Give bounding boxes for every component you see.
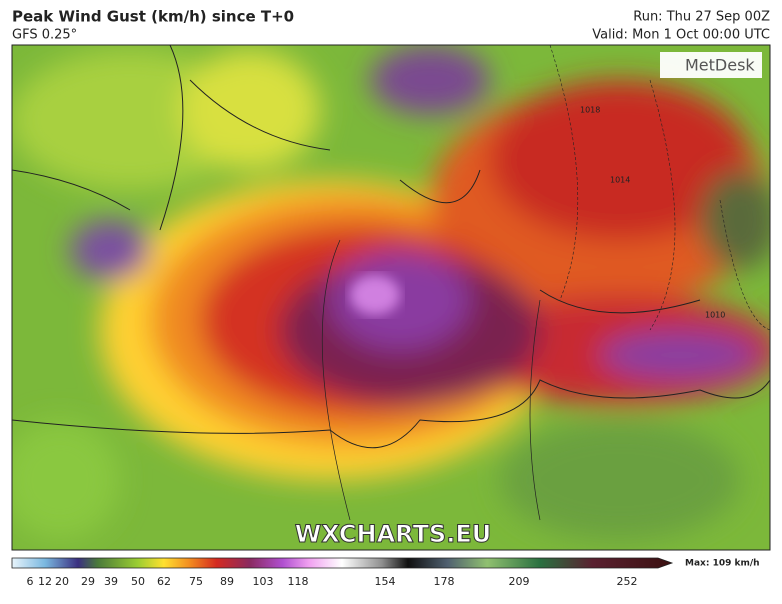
colorbar (11, 557, 674, 569)
watermark: WXCHARTS.EU (295, 520, 491, 548)
logo: MetDesk (685, 56, 755, 75)
colorbar-tick-label: 50 (131, 575, 145, 588)
colorbar-tick-label: 118 (288, 575, 309, 588)
title: Peak Wind Gust (km/h) since T+0 (12, 8, 294, 26)
colorbar-tick-label: 6 (27, 575, 34, 588)
colorbar-tick-label: 39 (104, 575, 118, 588)
colorbar-tick-label: 178 (434, 575, 455, 588)
colorbar-tick-label: 20 (55, 575, 69, 588)
colorbar-tick-label: 103 (253, 575, 274, 588)
colorbar-tick-label: 89 (220, 575, 234, 588)
colorbar-tick-label: 29 (81, 575, 95, 588)
colorbar-tick-label: 12 (38, 575, 52, 588)
colorbar-tick-label: 252 (617, 575, 638, 588)
map: 1018 1014 1010 MetDesk WXCHARTS.EU (12, 45, 770, 550)
colorbar-ticks: 6 12 20 29 39 50 62 75 89 103 118 154 178 209 252 (27, 575, 638, 588)
valid-time: Valid: Mon 1 Oct 00:00 UTC (592, 28, 770, 43)
colorbar-tick-label: 62 (157, 575, 171, 588)
map-frame (11, 44, 771, 551)
max-label: Max: 109 km/h (685, 559, 760, 569)
run-time: Run: Thu 27 Sep 00Z (633, 10, 770, 25)
colorbar-tick-label: 154 (375, 575, 396, 588)
isobar-label: 1010 (705, 311, 725, 320)
isobar-label: 1018 (580, 106, 600, 115)
isobar-label: 1014 (610, 176, 630, 185)
colorbar-tick-label: 75 (189, 575, 203, 588)
subtitle: GFS 0.25° (12, 28, 77, 43)
colorbar-tick-label: 209 (509, 575, 530, 588)
